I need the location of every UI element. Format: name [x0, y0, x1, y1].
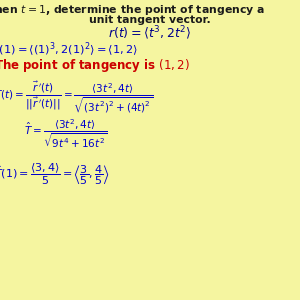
Text: $r(t) = \langle t^3, 2t^2 \rangle$: $r(t) = \langle t^3, 2t^2 \rangle$: [108, 25, 192, 43]
Text: $\hat{T}(t) = \dfrac{\vec{r}\,'(t)}{||\vec{r}\,'(t)||} = \dfrac{\langle 3t^2, 4t: $\hat{T}(t) = \dfrac{\vec{r}\,'(t)}{||\v…: [0, 80, 153, 115]
Text: $r(1) = \langle (1)^3, 2(1)^2 \rangle = \langle 1, 2 \rangle$: $r(1) = \langle (1)^3, 2(1)^2 \rangle = …: [0, 40, 138, 58]
Text: unit tangent vector.: unit tangent vector.: [89, 15, 211, 26]
Text: The point of tangency is $(1, 2)$: The point of tangency is $(1, 2)$: [0, 58, 190, 74]
Text: $\hat{T} = \dfrac{\langle 3t^2, 4t \rangle}{\sqrt{9t^4+16t^2}}$: $\hat{T} = \dfrac{\langle 3t^2, 4t \rang…: [24, 117, 107, 150]
Text: $\hat{T}(1) = \dfrac{\langle 3, 4 \rangle}{5} = \left\langle \dfrac{3}{5}, \dfra: $\hat{T}(1) = \dfrac{\langle 3, 4 \rangl…: [0, 161, 110, 187]
Text: hen $t = 1$, determine the point of tangency a: hen $t = 1$, determine the point of tang…: [0, 3, 265, 16]
